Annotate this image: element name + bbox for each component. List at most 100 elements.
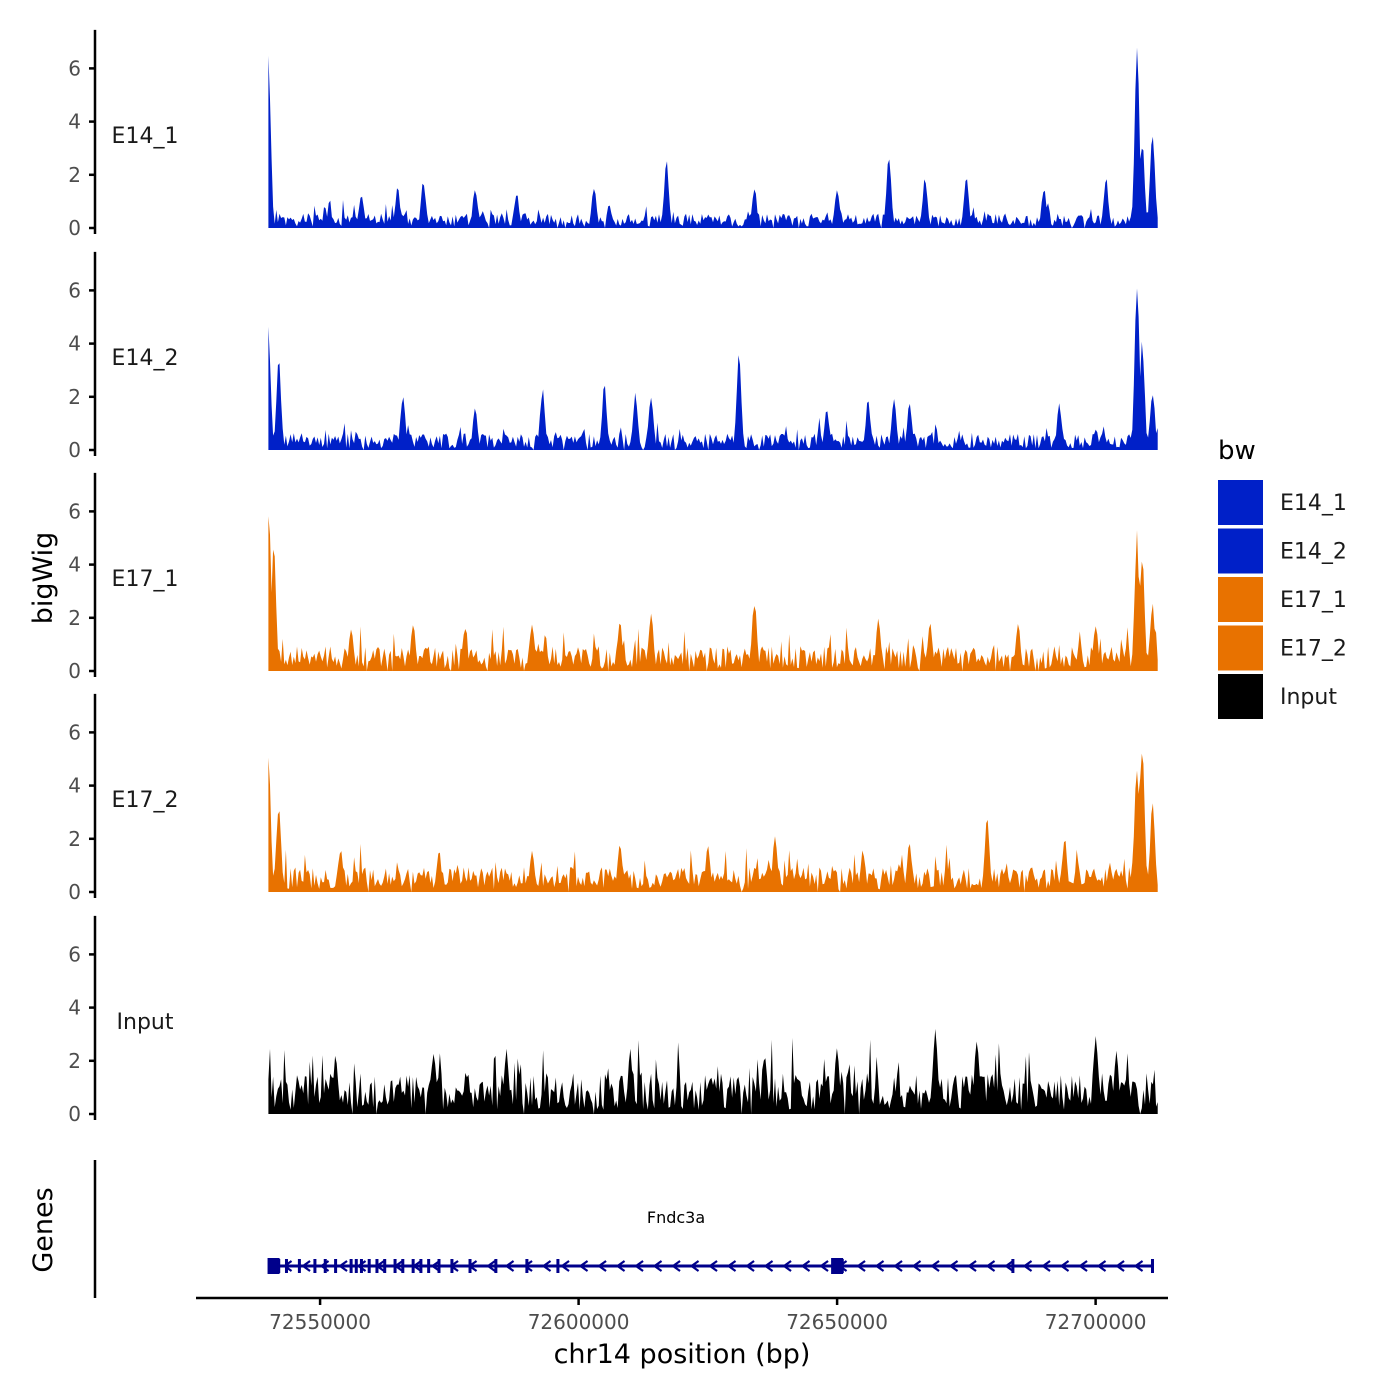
y-tick-label: 0: [68, 216, 81, 240]
legend-label-e14-2: E14_2: [1280, 540, 1347, 565]
exon: [297, 1259, 301, 1273]
track-panel-e17-2: 0 2 4 6 E17_2: [68, 693, 1158, 904]
strand-arrow: [782, 1260, 792, 1272]
signal-tracks: 0 2 4 6 E14_1 0 2 4 6 E14_2 0 2 4 6 E17_1 0 2 4 6 E17_2 0 2 4 6…: [68, 29, 1158, 1126]
strand-arrow: [800, 1260, 811, 1272]
signal-area-e17-2: [268, 753, 1158, 892]
signal-area-e14-2: [268, 288, 1158, 450]
legend-swatch-e14-1: [1218, 480, 1263, 525]
strand-arrow: [282, 1260, 293, 1272]
exon: [393, 1259, 397, 1273]
legend-label-e17-2: E17_2: [1280, 637, 1347, 662]
track-label: E17_1: [112, 567, 179, 592]
exon: [349, 1259, 353, 1273]
y-tick-label: 6: [68, 499, 81, 523]
legend-swatch-e17-2: [1218, 625, 1263, 671]
signal-area-e14-1: [268, 47, 1158, 228]
y-tick-label: 6: [68, 278, 81, 302]
exon: [284, 1259, 288, 1273]
strand-arrow: [911, 1260, 922, 1272]
y-tick-label: 4: [68, 553, 81, 577]
track-panel-e17-1: 0 2 4 6 E17_1: [68, 472, 1158, 683]
exon: [383, 1259, 387, 1273]
exon: [427, 1259, 431, 1273]
strand-arrow: [634, 1260, 644, 1272]
strand-arrow: [763, 1260, 774, 1272]
strand-arrow: [1078, 1260, 1088, 1272]
exon: [401, 1259, 405, 1273]
strand-arrow: [430, 1260, 441, 1272]
strand-arrow: [356, 1260, 367, 1272]
strand-arrow: [967, 1260, 977, 1272]
exon: [419, 1259, 423, 1273]
exon: [1011, 1259, 1015, 1273]
exon: [313, 1259, 317, 1273]
y-tick-label: 4: [68, 996, 81, 1020]
track-label: E14_1: [112, 124, 179, 149]
y-tick-label: 4: [68, 774, 81, 798]
y-tick-label: 0: [68, 1102, 81, 1126]
strand-arrow: [819, 1260, 829, 1272]
strand-arrow: [504, 1260, 515, 1272]
strand-arrow: [856, 1260, 866, 1272]
strand-arrow: [541, 1260, 552, 1272]
y-tick-label: 6: [68, 56, 81, 80]
exon: [450, 1259, 454, 1273]
strand-arrow: [1022, 1260, 1033, 1272]
strand-arrow: [597, 1260, 607, 1272]
y-tick-label: 2: [68, 827, 81, 851]
x-axis: 72550000 72600000 72650000 72700000: [196, 1296, 1168, 1334]
y-tick-label: 2: [68, 163, 81, 187]
y-tick-label: 0: [68, 880, 81, 904]
strand-arrow: [1004, 1260, 1014, 1272]
exon: [359, 1259, 363, 1273]
strand-arrow: [486, 1260, 496, 1272]
exon: [1150, 1259, 1154, 1273]
strand-arrow: [1115, 1260, 1125, 1272]
track-label: E17_2: [112, 788, 179, 813]
exon: [840, 1259, 844, 1273]
y-tick-label: 6: [68, 720, 81, 744]
y-tick-label: 2: [68, 385, 81, 409]
exon: [334, 1259, 338, 1273]
legend: E14_1 E14_2 E17_1 E17_2 Input: [1218, 480, 1347, 719]
x-tick-label: 72650000: [786, 1310, 888, 1334]
exon: [354, 1259, 358, 1273]
exon: [267, 1258, 280, 1274]
legend-title: bw: [1218, 436, 1256, 466]
y-tick-label: 2: [68, 1049, 81, 1073]
exon: [323, 1259, 327, 1273]
legend-swatch-e17-1: [1218, 577, 1263, 622]
x-tick-label: 72550000: [269, 1310, 371, 1334]
strand-arrow: [745, 1260, 755, 1272]
strand-arrow: [338, 1260, 348, 1272]
strand-arrow: [615, 1260, 626, 1272]
y-tick-label: 6: [68, 942, 81, 966]
track-panel-e14-2: 0 2 4 6 E14_2: [68, 251, 1158, 462]
track-panel-e14-1: 0 2 4 6 E14_1: [68, 29, 1158, 240]
y-axis-title: bigWig: [28, 532, 59, 625]
gene-name-label: Fndc3a: [647, 1208, 705, 1227]
strand-arrow: [874, 1260, 885, 1272]
legend-swatch-input: [1218, 674, 1263, 719]
strand-arrow: [689, 1260, 700, 1272]
exon: [831, 1258, 844, 1274]
legend-label-e14-1: E14_1: [1280, 491, 1347, 516]
signal-area-input: [268, 1028, 1158, 1114]
strand-arrow: [930, 1260, 940, 1272]
strand-arrow: [652, 1260, 663, 1272]
legend-swatch-e14-2: [1218, 528, 1263, 574]
exon: [437, 1259, 441, 1273]
exon: [375, 1259, 379, 1273]
y-tick-label: 4: [68, 110, 81, 134]
strand-arrow: [1059, 1260, 1070, 1272]
strand-arrow: [560, 1260, 570, 1272]
strand-arrow: [726, 1260, 737, 1272]
strand-arrow: [301, 1260, 311, 1272]
track-label: Input: [117, 1010, 174, 1035]
strand-arrow: [948, 1260, 959, 1272]
exon: [494, 1259, 498, 1273]
y-tick-label: 2: [68, 606, 81, 630]
legend-label-e17-1: E17_1: [1280, 588, 1347, 613]
